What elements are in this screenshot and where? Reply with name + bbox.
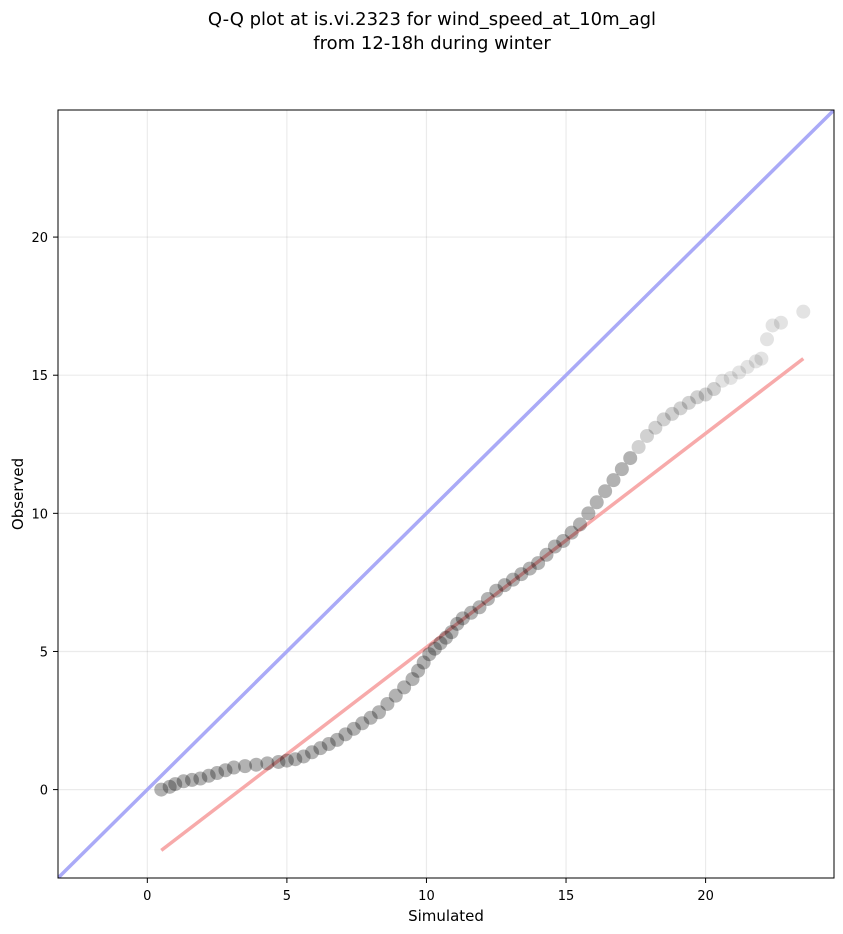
chart-title-line-1: Q-Q plot at is.vi.2323 for wind_speed_at… bbox=[208, 9, 656, 30]
y-tick-label: 0 bbox=[40, 784, 48, 799]
qq-point bbox=[556, 533, 571, 548]
qq-point bbox=[422, 647, 437, 662]
qq-point bbox=[249, 757, 264, 772]
qq-point bbox=[497, 578, 512, 593]
qq-point bbox=[388, 688, 403, 703]
qq-point bbox=[372, 705, 387, 720]
qq-point bbox=[598, 484, 613, 499]
qq-point bbox=[450, 616, 465, 631]
chart-title-line-2: from 12-18h during winter bbox=[313, 33, 551, 54]
qq-point bbox=[748, 354, 763, 369]
qq-point bbox=[796, 304, 811, 319]
qq-point bbox=[614, 462, 629, 477]
qq-point bbox=[531, 556, 546, 571]
qq-point bbox=[260, 756, 275, 771]
qq-point bbox=[271, 754, 286, 769]
qq-point bbox=[572, 517, 587, 532]
qq-point bbox=[416, 655, 431, 670]
fit-line bbox=[160, 357, 805, 852]
plot-frame bbox=[57, 109, 835, 879]
x-tick-label: 10 bbox=[418, 889, 435, 904]
qq-point bbox=[589, 495, 604, 510]
qq-point bbox=[218, 763, 233, 778]
qq-point bbox=[313, 741, 328, 756]
qq-point bbox=[397, 680, 412, 695]
qq-point bbox=[522, 561, 537, 576]
qq-point bbox=[673, 401, 688, 416]
qq-point bbox=[338, 727, 353, 742]
qq-point bbox=[355, 716, 370, 731]
y-axis-label: Observed bbox=[9, 458, 27, 530]
x-tick-label: 5 bbox=[283, 889, 291, 904]
qq-point bbox=[411, 663, 426, 678]
y-tick-label: 10 bbox=[31, 507, 48, 522]
qq-point bbox=[606, 473, 621, 488]
qq-point bbox=[184, 772, 199, 787]
qq-point bbox=[168, 777, 183, 792]
qq-point bbox=[226, 760, 241, 775]
qq-point bbox=[547, 539, 562, 554]
qq-point bbox=[723, 370, 738, 385]
qq-point bbox=[773, 315, 788, 330]
x-axis-label: Simulated bbox=[408, 907, 484, 925]
qq-point bbox=[698, 387, 713, 402]
qq-point bbox=[238, 759, 253, 774]
qq-point bbox=[765, 318, 780, 333]
qq-point bbox=[631, 440, 646, 455]
qq-point bbox=[740, 359, 755, 374]
qq-point bbox=[690, 390, 705, 405]
qq-point bbox=[623, 451, 638, 466]
qq-point bbox=[363, 710, 378, 725]
qq-point bbox=[480, 591, 495, 606]
qq-point bbox=[648, 420, 663, 435]
qq-point bbox=[489, 583, 504, 598]
qq-point bbox=[706, 382, 721, 397]
one-to-one-reference-line bbox=[58, 110, 834, 878]
qq-point bbox=[405, 672, 420, 687]
qq-point bbox=[321, 737, 336, 752]
qq-point bbox=[380, 696, 395, 711]
qq-point bbox=[296, 749, 311, 764]
qq-point bbox=[201, 768, 216, 783]
qq-point bbox=[330, 732, 345, 747]
qq-point bbox=[539, 547, 554, 562]
qq-point bbox=[439, 630, 453, 645]
x-tick-label: 0 bbox=[143, 889, 151, 904]
qq-point bbox=[656, 412, 671, 427]
qq-point bbox=[754, 351, 769, 366]
qq-point bbox=[505, 572, 520, 587]
qq-point bbox=[288, 752, 303, 767]
y-tick-label: 15 bbox=[31, 369, 48, 384]
qq-point bbox=[279, 753, 294, 768]
y-tick-label: 5 bbox=[40, 645, 48, 660]
qq-point bbox=[305, 745, 320, 760]
qq-point bbox=[639, 428, 654, 443]
qq-point bbox=[472, 600, 487, 615]
x-tick-label: 20 bbox=[697, 889, 714, 904]
qq-point bbox=[715, 373, 730, 388]
qq-point bbox=[732, 365, 747, 380]
qq-point bbox=[760, 332, 775, 347]
qq-point bbox=[433, 636, 448, 651]
qq-point bbox=[427, 641, 442, 656]
qq-point bbox=[455, 611, 470, 626]
x-tick-label: 15 bbox=[558, 889, 575, 904]
qq-point bbox=[154, 782, 169, 797]
qq-point bbox=[564, 525, 579, 540]
qq-point bbox=[514, 567, 529, 582]
qq-point bbox=[464, 605, 479, 620]
qq-point bbox=[210, 766, 225, 781]
qq-point bbox=[162, 779, 177, 794]
qq-point bbox=[176, 774, 191, 789]
qq-point bbox=[444, 625, 459, 640]
qq-point bbox=[581, 506, 596, 521]
qq-point bbox=[346, 721, 361, 736]
y-tick-label: 20 bbox=[31, 231, 48, 246]
qq-point bbox=[665, 406, 680, 421]
qq-point bbox=[681, 395, 696, 410]
qq-point bbox=[193, 771, 208, 786]
